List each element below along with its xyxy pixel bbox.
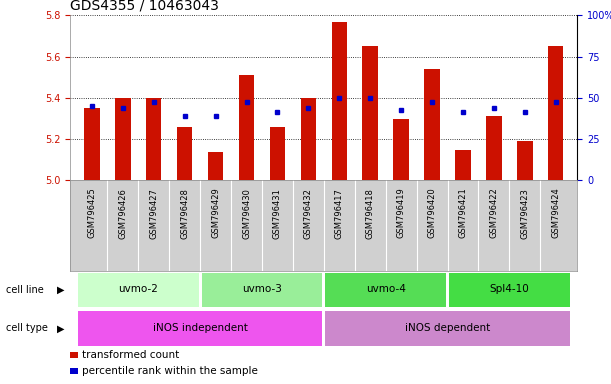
Text: GSM796417: GSM796417 (335, 188, 344, 238)
Bar (362, 46, 378, 180)
Bar (146, 98, 161, 180)
Text: GSM796421: GSM796421 (458, 188, 467, 238)
Text: cell line: cell line (6, 285, 44, 295)
Text: GSM796420: GSM796420 (428, 188, 436, 238)
Bar (393, 119, 409, 180)
Bar (208, 152, 224, 180)
Text: uvmo-2: uvmo-2 (119, 284, 158, 294)
Text: GSM796432: GSM796432 (304, 188, 313, 238)
Text: uvmo-4: uvmo-4 (366, 284, 406, 294)
Text: iNOS independent: iNOS independent (153, 323, 247, 333)
Bar (449, 273, 569, 307)
Text: ▶: ▶ (57, 285, 64, 295)
Bar (239, 75, 254, 180)
Bar (548, 46, 563, 180)
Bar (70, 352, 78, 358)
Bar (455, 149, 470, 180)
Bar (78, 311, 322, 346)
Text: GSM796426: GSM796426 (119, 188, 127, 238)
Text: GSM796427: GSM796427 (149, 188, 158, 238)
Bar (177, 127, 192, 180)
Text: GSM796422: GSM796422 (489, 188, 499, 238)
Text: GDS4355 / 10463043: GDS4355 / 10463043 (70, 0, 219, 13)
Bar (78, 273, 199, 307)
Bar (202, 273, 322, 307)
Text: GSM796429: GSM796429 (211, 188, 220, 238)
Text: iNOS dependent: iNOS dependent (405, 323, 490, 333)
Text: Spl4-10: Spl4-10 (489, 284, 529, 294)
Bar (84, 108, 100, 180)
Text: GSM796428: GSM796428 (180, 188, 189, 238)
Text: GSM796419: GSM796419 (397, 188, 406, 238)
Bar (486, 116, 502, 180)
Text: GSM796425: GSM796425 (87, 188, 97, 238)
Text: GSM796424: GSM796424 (551, 188, 560, 238)
Text: GSM796430: GSM796430 (242, 188, 251, 238)
Bar (424, 69, 440, 180)
Text: percentile rank within the sample: percentile rank within the sample (82, 366, 258, 376)
Text: transformed count: transformed count (82, 350, 179, 360)
Text: ▶: ▶ (57, 323, 64, 333)
Bar (115, 98, 131, 180)
Bar (326, 311, 569, 346)
Bar (269, 127, 285, 180)
Bar (517, 141, 533, 180)
Bar (70, 368, 78, 374)
Bar (332, 22, 347, 180)
Text: GSM796418: GSM796418 (366, 188, 375, 238)
Text: GSM796423: GSM796423 (521, 188, 529, 238)
Text: GSM796431: GSM796431 (273, 188, 282, 238)
Bar (326, 273, 446, 307)
Bar (301, 98, 316, 180)
Text: cell type: cell type (6, 323, 48, 333)
Text: uvmo-3: uvmo-3 (242, 284, 282, 294)
